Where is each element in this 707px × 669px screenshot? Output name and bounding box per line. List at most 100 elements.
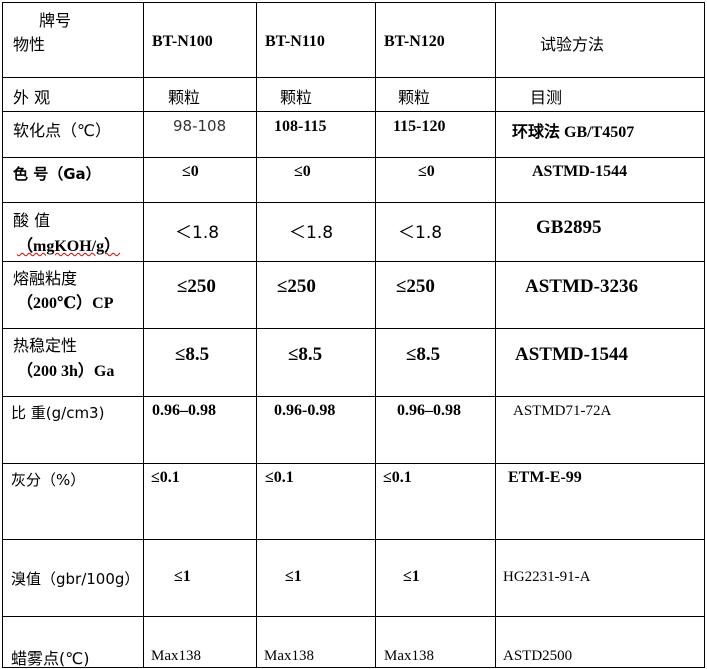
- method-header: 试验方法: [495, 2, 705, 78]
- corner-top: 牌号: [39, 11, 72, 30]
- table-row: 酸 值 （mgKOH/g） ＜1.8 ＜1.8 ＜1.8 GB2895: [2, 202, 705, 262]
- row-label-unit: （mgKOH/g）: [17, 238, 121, 255]
- value: ＜1.8: [289, 223, 334, 243]
- table-cell: ≤250: [256, 261, 376, 329]
- table-cell: 色 号（Ga）: [2, 157, 144, 203]
- value: ≤0: [294, 163, 311, 180]
- value: ≤0.1: [151, 469, 180, 486]
- table-cell: ≤8.5: [256, 328, 376, 397]
- row-label: 热稳定性: [13, 336, 78, 355]
- value: Max138: [384, 648, 434, 664]
- grade-label: BT-N110: [265, 33, 325, 50]
- table-cell: ≤250: [143, 261, 257, 329]
- table-cell: HG2231-91-A: [495, 539, 705, 617]
- table-cell: ASTD2500: [495, 616, 705, 668]
- table-row: 色 号（Ga） ≤0 ≤0 ≤0 ASTMD-1544: [2, 157, 705, 203]
- table-row: 外 观 颗粒 颗粒 颗粒 目测: [2, 77, 705, 112]
- value: ≤8.5: [175, 344, 210, 365]
- row-label: 外 观: [13, 88, 51, 107]
- row-label: 色 号（Ga）: [13, 165, 101, 183]
- value: ≤250: [396, 276, 435, 297]
- grade-header: BT-N100: [143, 2, 257, 78]
- table-cell: 比 重(g/cm3): [2, 396, 144, 464]
- table-cell: ≤0: [143, 157, 257, 203]
- method: ASTMD-3236: [525, 276, 638, 297]
- value: 颗粒: [280, 88, 313, 107]
- table-row: 比 重(g/cm3) 0.96–0.98 0.96-0.98 0.96–0.98…: [2, 396, 705, 464]
- table-cell: GB2895: [495, 202, 705, 262]
- method: ETM-E-99: [508, 469, 582, 486]
- value: 0.96-0.98: [274, 402, 336, 419]
- value: Max138: [151, 648, 201, 664]
- method-label: 试验方法: [540, 35, 605, 54]
- method: ASTMD-1544: [532, 163, 628, 180]
- method: 目测: [530, 88, 563, 107]
- table-cell: 目测: [495, 77, 705, 112]
- table-cell: ＜1.8: [375, 202, 496, 262]
- table-cell: ≤1: [375, 539, 496, 617]
- table-cell: 环球法 GB/T4507: [495, 111, 705, 158]
- table-cell: ≤0: [256, 157, 376, 203]
- method: ASTD2500: [503, 648, 573, 664]
- table-row: 熔融粘度 （200℃）CP ≤250 ≤250 ≤250 ASTMD-3236: [2, 261, 705, 329]
- row-label: 熔融粘度: [13, 269, 78, 288]
- table-cell: 108-115: [256, 111, 376, 158]
- table-cell: ≤1: [256, 539, 376, 617]
- table-cell: ASTMD71-72A: [495, 396, 705, 464]
- table-cell: 颗粒: [143, 77, 257, 112]
- corner-bottom: 物性: [13, 35, 46, 54]
- method: ASTMD-1544: [515, 344, 628, 365]
- table-cell: 热稳定性 （200 3h）Ga: [2, 328, 144, 397]
- table-cell: 蜡雾点(℃): [2, 616, 144, 668]
- table-cell: 0.96–0.98: [375, 396, 496, 464]
- table-cell: 灰分（%）: [2, 463, 144, 540]
- method: 环球法 GB/T4507: [512, 124, 635, 141]
- table-cell: Max138: [256, 616, 376, 668]
- table-cell: 溴值（gbr/100g）: [2, 539, 144, 617]
- value: ≤0.1: [265, 469, 294, 486]
- value: ≤0.1: [383, 469, 412, 486]
- row-label: 溴值（gbr/100g）: [11, 570, 140, 588]
- table-cell: ETM-E-99: [495, 463, 705, 540]
- table-cell: ASTMD-1544: [495, 157, 705, 203]
- table-cell: ＜1.8: [256, 202, 376, 262]
- table-cell: ≤250: [375, 261, 496, 329]
- value: ≤8.5: [288, 344, 323, 365]
- table-cell: ≤0: [375, 157, 496, 203]
- method: HG2231-91-A: [503, 569, 591, 585]
- table-cell: ASTMD-3236: [495, 261, 705, 329]
- table-row: 热稳定性 （200 3h）Ga ≤8.5 ≤8.5 ≤8.5 ASTMD-154…: [2, 328, 705, 397]
- header-row: 牌号 物性 BT-N100 BT-N110 BT-N120 试验方法: [2, 2, 705, 78]
- grade-label: BT-N100: [152, 33, 213, 50]
- value: ≤0: [418, 163, 435, 180]
- table-cell: ＜1.8: [143, 202, 257, 262]
- table-cell: ≤8.5: [143, 328, 257, 397]
- table-cell: 0.96–0.98: [143, 396, 257, 464]
- grade-header: BT-N120: [375, 2, 496, 78]
- value: ≤0: [182, 163, 199, 180]
- row-label: 比 重(g/cm3): [11, 404, 105, 422]
- table-cell: ≤1: [143, 539, 257, 617]
- table-cell: Max138: [143, 616, 257, 668]
- table-cell: ≤8.5: [375, 328, 496, 397]
- table-cell: 98-108: [143, 111, 257, 158]
- value: 108-115: [274, 118, 327, 135]
- table-cell: 软化点（℃）: [2, 111, 144, 158]
- table-cell: 酸 值 （mgKOH/g）: [2, 202, 144, 262]
- table-cell: ≤0.1: [256, 463, 376, 540]
- table-cell: 外 观: [2, 77, 144, 112]
- row-label: 蜡雾点(℃): [11, 649, 90, 668]
- table-cell: 熔融粘度 （200℃）CP: [2, 261, 144, 329]
- value: Max138: [264, 648, 314, 664]
- row-label: 酸 值: [13, 211, 51, 230]
- value: ≤1: [174, 568, 191, 585]
- table-row: 蜡雾点(℃) Max138 Max138 Max138 ASTD2500: [2, 616, 705, 668]
- table-row: 软化点（℃） 98-108 108-115 115-120 环球法 GB/T45…: [2, 111, 705, 158]
- table-row: 灰分（%） ≤0.1 ≤0.1 ≤0.1 ETM-E-99: [2, 463, 705, 540]
- row-label-unit: （200 3h）Ga: [17, 363, 115, 380]
- grade-header: BT-N110: [256, 2, 376, 78]
- value: ≤1: [403, 568, 420, 585]
- value: 115-120: [393, 118, 446, 135]
- table-cell: 0.96-0.98: [256, 396, 376, 464]
